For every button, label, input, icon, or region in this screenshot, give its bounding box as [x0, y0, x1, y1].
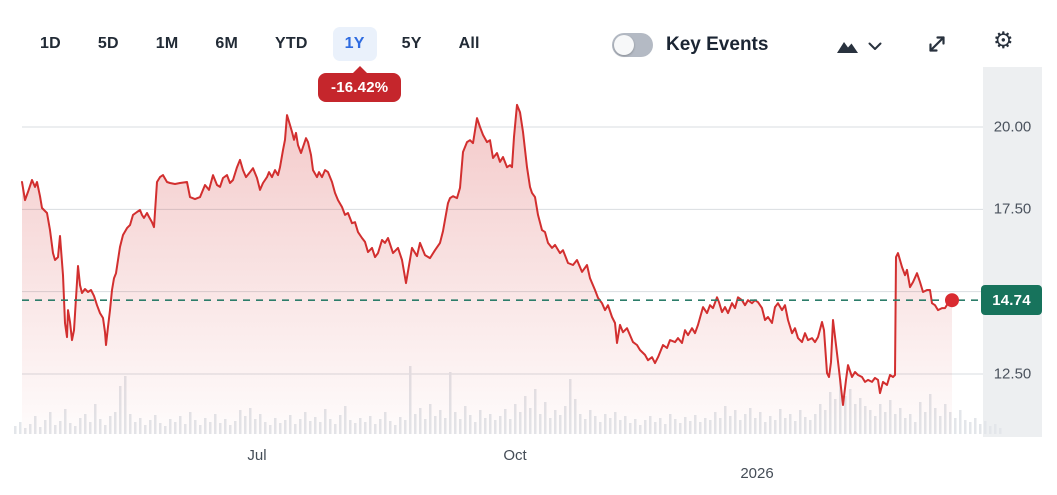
gear-icon: ⚙	[993, 27, 1014, 53]
last-price-dot	[945, 293, 959, 308]
tab-range-5d[interactable]: 5D	[97, 35, 119, 52]
tab-range-all[interactable]: All	[458, 35, 480, 52]
toggle-knob	[614, 35, 634, 55]
current-price-badge: 14.74	[981, 285, 1042, 315]
y-tick-12-50: 12.50	[993, 365, 1032, 383]
chevron-down-icon	[868, 42, 882, 50]
expand-icon	[929, 36, 945, 52]
tab-range-ytd[interactable]: YTD	[275, 35, 308, 52]
change-percent-value: -16.42%	[331, 79, 389, 96]
y-axis-strip	[983, 67, 1042, 437]
settings-button[interactable]: ⚙	[993, 29, 1014, 52]
current-price-value: 14.74	[992, 291, 1031, 309]
price-area-fill	[22, 104, 952, 435]
key-events-control: Key Events	[612, 33, 768, 57]
x-tick-oct: Oct	[503, 447, 527, 464]
area-chart-icon	[837, 42, 858, 53]
range-tabs: 1D 5D 1M 6M YTD 1Y 5Y All	[28, 27, 492, 61]
tab-range-5y[interactable]: 5Y	[401, 35, 422, 52]
chart-type-dropdown[interactable]	[868, 42, 882, 51]
tab-range-1d[interactable]: 1D	[40, 35, 61, 52]
price-line	[21, 103, 953, 406]
fullscreen-button[interactable]	[926, 33, 948, 55]
y-tick-17-50: 17.50	[993, 200, 1032, 218]
key-events-toggle[interactable]	[612, 33, 653, 57]
tab-range-1m[interactable]: 1M	[155, 35, 179, 52]
chart-type-button[interactable]	[836, 38, 860, 54]
x-tick-jul: Jul	[247, 447, 267, 464]
x-tick-2026: 2026	[740, 465, 774, 482]
tab-range-6m[interactable]: 6M	[215, 35, 238, 52]
y-tick-20: 20.00	[993, 118, 1032, 136]
tab-range-1y[interactable]: 1Y	[332, 27, 377, 61]
change-percent-badge: -16.42%	[318, 66, 402, 102]
key-events-label: Key Events	[666, 34, 769, 55]
